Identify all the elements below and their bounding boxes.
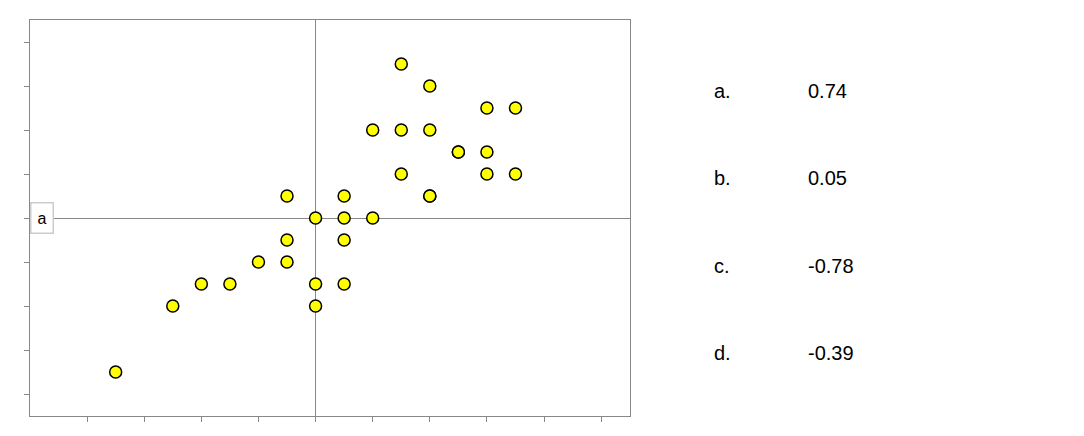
svg-text:c.: c.: [714, 255, 730, 277]
svg-text:-0.78: -0.78: [808, 255, 854, 277]
svg-text:d.: d.: [714, 342, 731, 364]
svg-text:a: a: [38, 210, 47, 227]
svg-text:0.05: 0.05: [808, 167, 847, 189]
svg-text:-0.39: -0.39: [808, 342, 854, 364]
svg-text:a.: a.: [714, 80, 731, 102]
svg-text:0.74: 0.74: [808, 80, 847, 102]
svg-text:b.: b.: [714, 167, 731, 189]
